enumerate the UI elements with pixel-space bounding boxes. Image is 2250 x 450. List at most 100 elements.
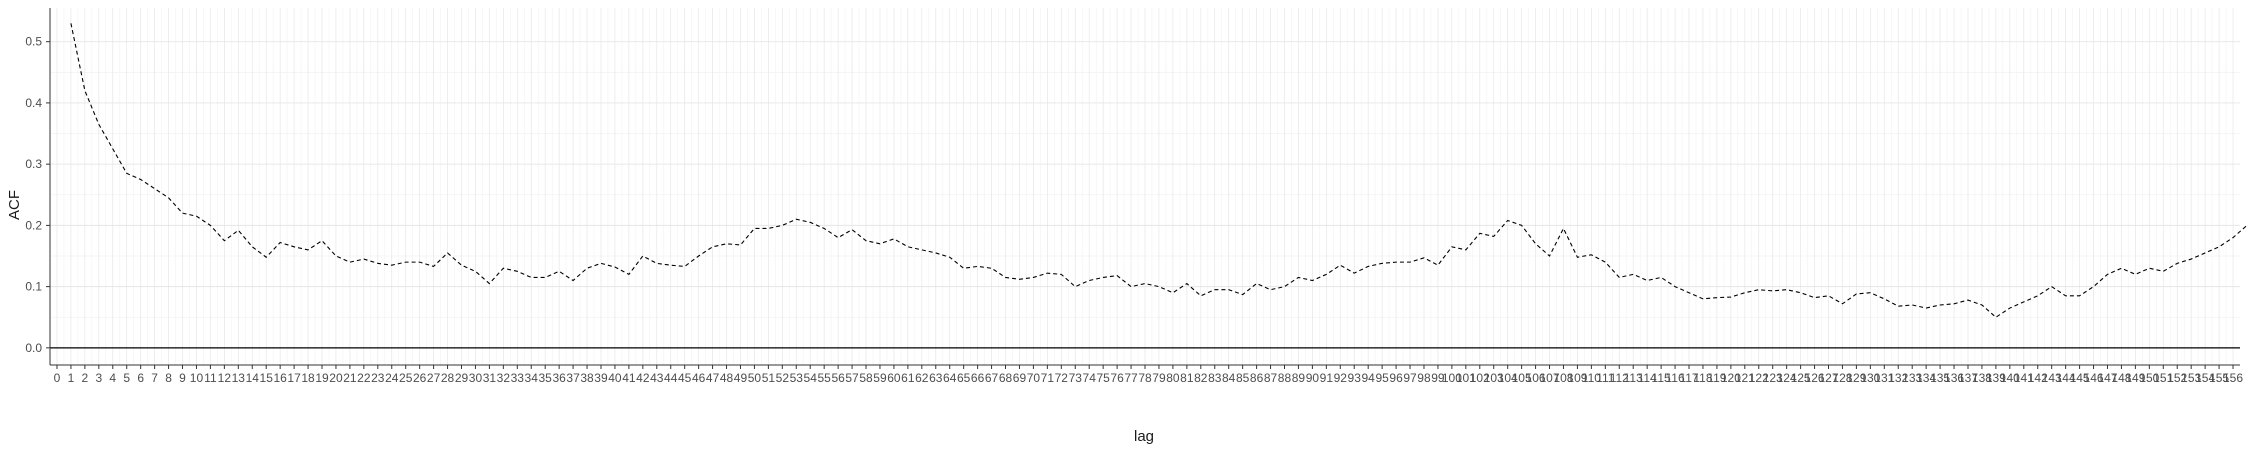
x-tick-label: 103 — [1484, 371, 1504, 385]
x-tick-label: 69 — [1013, 371, 1027, 385]
x-tick-label: 30 — [469, 371, 483, 385]
x-tick-label: 45 — [678, 371, 692, 385]
x-tick-label: 64 — [943, 371, 957, 385]
x-tick-label: 80 — [1166, 371, 1180, 385]
x-tick-label: 154 — [2195, 371, 2215, 385]
x-tick-label: 22 — [357, 371, 371, 385]
x-tick-label: 143 — [2042, 371, 2062, 385]
x-tick-label: 15 — [260, 371, 274, 385]
x-tick-label: 88 — [1278, 371, 1292, 385]
x-tick-label: 135 — [1930, 371, 1950, 385]
x-tick-label: 4 — [109, 371, 116, 385]
x-tick-label: 60 — [887, 371, 901, 385]
x-tick-label: 53 — [790, 371, 804, 385]
x-tick-label: 62 — [915, 371, 929, 385]
x-tick-label: 6 — [137, 371, 144, 385]
acf-series — [70, 23, 2248, 318]
x-axis-title: lag — [1134, 428, 1154, 445]
x-tick-label: 44 — [664, 371, 678, 385]
x-tick-label: 156 — [2223, 371, 2243, 385]
x-tick-label: 18 — [301, 371, 315, 385]
x-tick-label: 129 — [1846, 371, 1866, 385]
y-axis-title: ACF — [6, 190, 23, 220]
x-tick-label: 108 — [1553, 371, 1573, 385]
x-tick-label: 65 — [957, 371, 971, 385]
x-tick-label: 72 — [1055, 371, 1069, 385]
y-tick-label: 0.5 — [25, 35, 42, 49]
x-tick-label: 34 — [525, 371, 539, 385]
x-tick-label: 26 — [413, 371, 427, 385]
x-tick-label: 111 — [1596, 371, 1615, 385]
x-tick-label: 51 — [762, 371, 776, 385]
y-tick-label: 0.1 — [25, 280, 42, 294]
x-tick-label: 128 — [1832, 371, 1852, 385]
x-tick-label: 49 — [734, 371, 748, 385]
x-tick-label: 73 — [1069, 371, 1083, 385]
x-tick-label: 20 — [329, 371, 343, 385]
x-tick-label: 79 — [1152, 371, 1166, 385]
x-tick-label: 57 — [845, 371, 859, 385]
x-tick-label: 67 — [985, 371, 999, 385]
x-tick-label: 126 — [1805, 371, 1825, 385]
x-tick-label: 29 — [455, 371, 469, 385]
x-tick-label: 98 — [1417, 371, 1431, 385]
x-tick-label: 145 — [2070, 371, 2090, 385]
y-tick-label: 0.2 — [25, 218, 42, 232]
x-tick-label: 16 — [273, 371, 287, 385]
x-tick-label: 54 — [804, 371, 818, 385]
x-tick-label: 144 — [2056, 371, 2076, 385]
x-tick-label: 93 — [1348, 371, 1362, 385]
x-tick-label: 81 — [1180, 371, 1194, 385]
x-tick-label: 37 — [566, 371, 580, 385]
x-tick-label: 84 — [1222, 371, 1236, 385]
x-tick-label: 32 — [497, 371, 511, 385]
x-tick-label: 58 — [859, 371, 873, 385]
x-tick-label: 82 — [1194, 371, 1208, 385]
x-tick-label: 91 — [1320, 371, 1334, 385]
x-tick-label: 155 — [2209, 371, 2229, 385]
x-tick-label: 85 — [1236, 371, 1250, 385]
x-tick-label: 117 — [1679, 371, 1698, 385]
x-tick-label: 70 — [1027, 371, 1041, 385]
x-tick-label: 55 — [817, 371, 831, 385]
y-tick-label: 0.3 — [25, 157, 42, 171]
x-tick-label: 146 — [2084, 371, 2104, 385]
x-tick-label: 131 — [1874, 371, 1894, 385]
x-tick-label: 140 — [2000, 371, 2020, 385]
x-tick-label: 101 — [1456, 371, 1476, 385]
x-tick-label: 90 — [1306, 371, 1320, 385]
x-axis-ticks: 0 1 2 3 4 5 6 7 8 9 10 11 12 13 14 15 16 17 18 19 20 21 22 23 24… — [54, 365, 2243, 385]
x-tick-label: 21 — [343, 371, 357, 385]
x-tick-label: 86 — [1250, 371, 1264, 385]
x-tick-label: 27 — [427, 371, 441, 385]
x-tick-label: 1 — [68, 371, 75, 385]
x-tick-label: 75 — [1096, 371, 1110, 385]
x-tick-label: 13 — [232, 371, 246, 385]
x-tick-label: 52 — [776, 371, 790, 385]
x-tick-label: 61 — [901, 371, 915, 385]
x-tick-label: 48 — [720, 371, 734, 385]
x-tick-label: 122 — [1749, 371, 1769, 385]
x-tick-label: 95 — [1375, 371, 1389, 385]
major-gridlines — [50, 8, 2240, 365]
x-tick-label: 153 — [2181, 371, 2201, 385]
acf-dashed-line — [70, 23, 2248, 318]
x-tick-label: 139 — [1986, 371, 2006, 385]
x-tick-label: 31 — [483, 371, 497, 385]
x-tick-label: 28 — [441, 371, 455, 385]
x-tick-label: 25 — [399, 371, 413, 385]
x-tick-label: 83 — [1208, 371, 1222, 385]
x-tick-label: 7 — [151, 371, 158, 385]
x-tick-label: 138 — [1972, 371, 1992, 385]
x-tick-label: 94 — [1362, 371, 1376, 385]
x-tick-label: 106 — [1526, 371, 1546, 385]
x-tick-label: 36 — [552, 371, 566, 385]
x-tick-label: 99 — [1431, 371, 1445, 385]
x-tick-label: 63 — [929, 371, 943, 385]
x-tick-label: 123 — [1763, 371, 1783, 385]
x-tick-label: 76 — [1110, 371, 1124, 385]
x-tick-label: 8 — [165, 371, 172, 385]
x-tick-label: 137 — [1958, 371, 1978, 385]
x-tick-label: 125 — [1791, 371, 1811, 385]
